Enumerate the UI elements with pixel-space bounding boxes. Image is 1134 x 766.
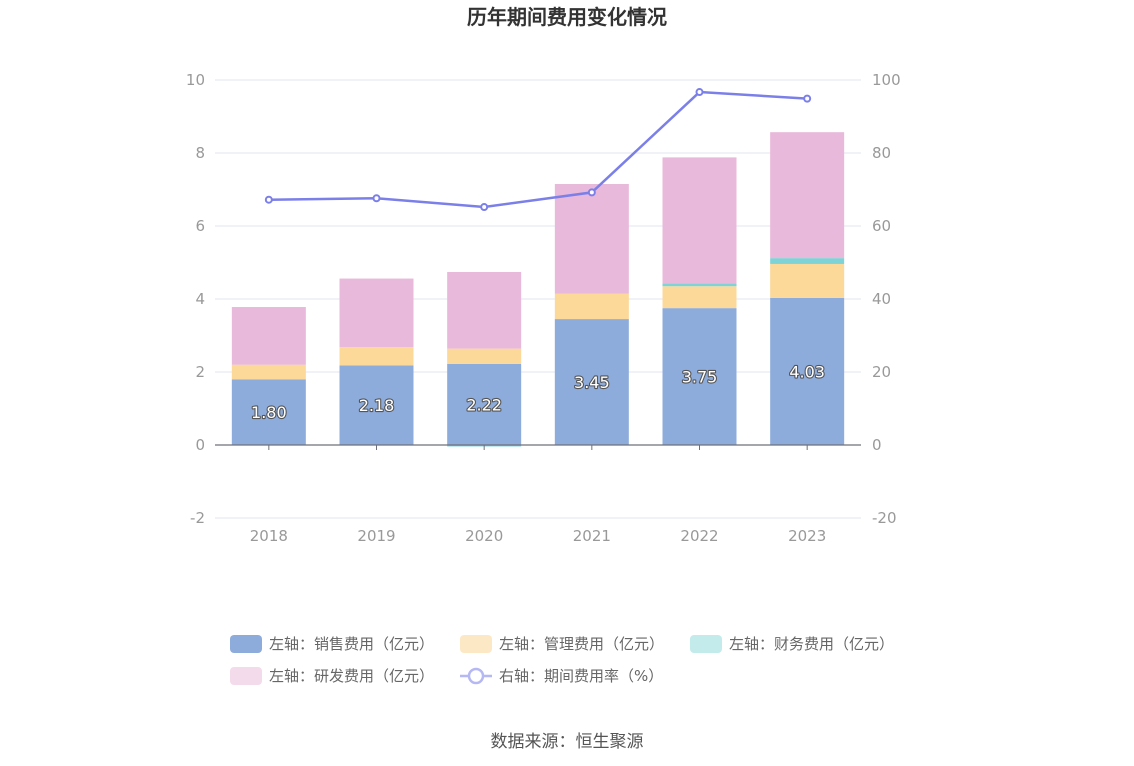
- bar-segment-2-2023: [770, 263, 845, 298]
- bar-segment-1-2018: [231, 379, 306, 445]
- legend-item-5[interactable]: 右轴：期间费用率（%）: [460, 667, 663, 685]
- left-tick-label: 10: [186, 71, 205, 89]
- right-tick-label: -20: [872, 509, 897, 527]
- bar-segment-4-2023: [770, 132, 845, 259]
- rate-point-2023: [803, 94, 812, 103]
- x-tick-label: 2019: [357, 527, 395, 545]
- data-source: 数据来源：恒生聚源: [491, 732, 644, 752]
- left-axis-ticks: -2 0 2 4 6 8 10: [186, 71, 205, 527]
- bar-segment-4-2018: [231, 307, 306, 365]
- x-axis-ticks: 2018 2019 2020 2021 2022 2023: [250, 527, 827, 545]
- right-tick-label: 0: [872, 436, 882, 454]
- legend-label: 左轴：管理费用（亿元）: [499, 635, 664, 653]
- bars: [231, 132, 845, 447]
- bar-segment-2-2018: [231, 364, 306, 380]
- legend-item-3[interactable]: 左轴：财务费用（亿元）: [690, 635, 894, 653]
- rate-point-2022: [695, 88, 704, 97]
- bar-value-label: 2.22: [466, 395, 502, 414]
- bar-value-label: 2.18: [359, 396, 395, 415]
- bar-value-label: 3.45: [574, 373, 610, 392]
- legend-marker-icon: [467, 667, 485, 685]
- rate-line: [264, 88, 812, 212]
- bar-segment-3-2022: [662, 283, 737, 287]
- legend-swatch: [230, 667, 262, 685]
- right-tick-label: 40: [872, 290, 891, 308]
- right-tick-label: 80: [872, 144, 891, 162]
- rate-line-path: [268, 90, 808, 209]
- left-tick-label: 6: [195, 217, 205, 235]
- legend[interactable]: 左轴：销售费用（亿元） 左轴：管理费用（亿元） 左轴：财务费用（亿元） 左轴：研发费用…: [230, 635, 894, 685]
- bar-segment-1-2020: [447, 363, 522, 445]
- bar-value-label: 3.75: [682, 368, 718, 387]
- left-tick-label: 4: [195, 290, 205, 308]
- left-tick-label: -2: [190, 509, 205, 527]
- x-tick-label: 2018: [250, 527, 288, 545]
- bar-segment-2-2020: [447, 348, 522, 364]
- right-tick-label: 20: [872, 363, 891, 381]
- left-tick-label: 2: [195, 363, 205, 381]
- x-tick-label: 2021: [573, 527, 611, 545]
- bar-segment-3-2023: [770, 258, 845, 264]
- legend-label: 左轴：销售费用（亿元）: [269, 635, 434, 653]
- legend-item-1[interactable]: 左轴：销售费用（亿元）: [230, 635, 434, 653]
- rate-point-2018: [264, 195, 273, 204]
- legend-item-4[interactable]: 左轴：研发费用（亿元）: [230, 667, 434, 685]
- bar-segment-2-2019: [339, 347, 414, 366]
- legend-label: 右轴：期间费用率（%）: [499, 667, 663, 685]
- rate-point-2019: [372, 194, 381, 203]
- bar-segment-1-2023: [770, 297, 845, 445]
- bar-segment-2-2022: [662, 286, 737, 309]
- rate-point-2020: [480, 203, 489, 212]
- bar-value-label: 4.03: [789, 362, 825, 381]
- legend-label: 左轴：财务费用（亿元）: [729, 635, 894, 653]
- bar-segment-4-2020: [447, 271, 522, 349]
- bar-value-label: 1.80: [251, 403, 287, 422]
- x-tick-label: 2022: [680, 527, 718, 545]
- chart-title: 历年期间费用变化情况: [467, 5, 667, 29]
- grid: [215, 79, 861, 519]
- bar-segment-1-2021: [554, 319, 629, 445]
- bar-segment-1-2022: [662, 308, 737, 445]
- x-axis: [215, 444, 861, 450]
- right-tick-label: 60: [872, 217, 891, 235]
- legend-swatch: [460, 635, 492, 653]
- bar-segment-4-2019: [339, 278, 414, 348]
- bar-labels: 1.80 2.18 2.22 3.45 3.75 4.03: [250, 361, 826, 423]
- x-tick-label: 2020: [465, 527, 503, 545]
- left-tick-label: 8: [195, 144, 205, 162]
- rate-point-2021: [587, 188, 596, 197]
- legend-item-2[interactable]: 左轴：管理费用（亿元）: [460, 635, 664, 653]
- bar-segment-1-2019: [339, 365, 414, 445]
- x-tick-label: 2023: [788, 527, 826, 545]
- legend-swatch: [230, 635, 262, 653]
- bar-segment-2-2021: [554, 293, 629, 320]
- right-tick-label: 100: [872, 71, 901, 89]
- right-axis-ticks: -20 0 20 40 60 80 100: [872, 71, 901, 527]
- legend-swatch: [690, 635, 722, 653]
- bar-segment-4-2022: [662, 157, 737, 284]
- left-tick-label: 0: [195, 436, 205, 454]
- legend-label: 左轴：研发费用（亿元）: [269, 667, 434, 685]
- bar-segment-4-2021: [554, 184, 629, 294]
